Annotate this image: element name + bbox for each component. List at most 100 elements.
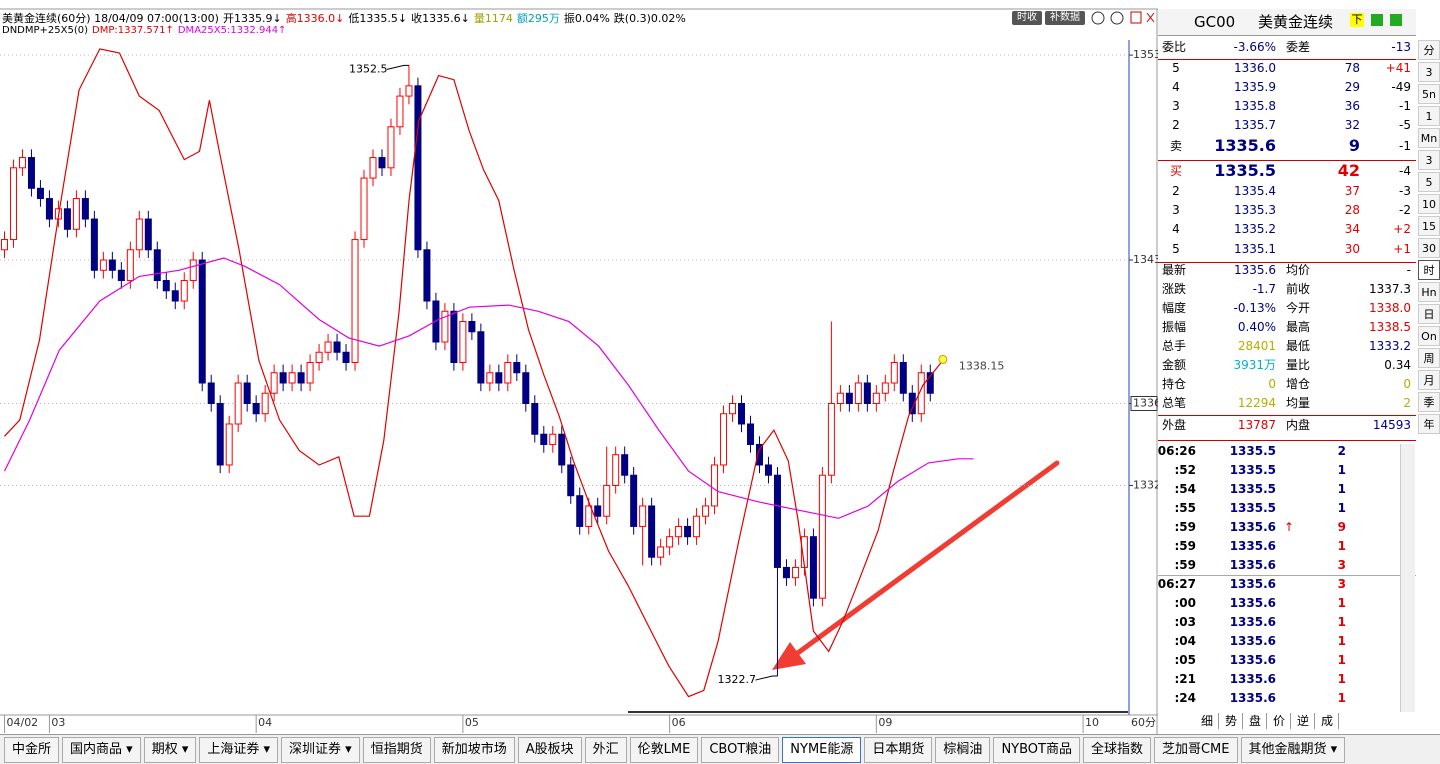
candle-body bbox=[99, 259, 107, 271]
panel-tab[interactable]: 盘 bbox=[1244, 713, 1267, 729]
stat-value: - bbox=[1406, 263, 1411, 277]
market-tab[interactable]: 日本期货 bbox=[864, 736, 933, 763]
candle-body bbox=[486, 372, 494, 384]
header-field: 振0.04% bbox=[563, 12, 610, 25]
market-tab[interactable]: 中金所 bbox=[4, 736, 60, 763]
tick-volume: 1 bbox=[1337, 615, 1346, 629]
candle-body bbox=[612, 454, 620, 486]
period-button[interactable]: 周 bbox=[1418, 348, 1440, 368]
panel-tab[interactable]: 成 bbox=[1316, 713, 1339, 729]
tick-volume: 1 bbox=[1337, 539, 1346, 553]
annotation: 1352.5 bbox=[349, 62, 388, 75]
market-tab[interactable]: 全球指数 bbox=[1082, 736, 1151, 763]
icon[interactable] bbox=[1371, 14, 1383, 26]
period-button[interactable]: 5 bbox=[1418, 172, 1440, 192]
market-tab[interactable]: NYME能源 bbox=[782, 736, 862, 763]
book-volume: 34 bbox=[1344, 222, 1360, 236]
candle-body bbox=[468, 321, 476, 333]
icon[interactable] bbox=[1390, 14, 1402, 26]
candle-body bbox=[279, 372, 287, 384]
period-button[interactable]: On bbox=[1418, 326, 1440, 346]
market-tab[interactable]: 伦敦LME bbox=[629, 736, 699, 763]
period-button[interactable]: 30 bbox=[1418, 238, 1440, 258]
book-change: -2 bbox=[1399, 203, 1411, 217]
tool-button[interactable]: 时收 bbox=[1012, 11, 1042, 25]
market-tab[interactable]: 外汇 bbox=[584, 736, 627, 763]
market-tab[interactable]: A股板块 bbox=[517, 736, 582, 763]
tick-time: :52 bbox=[1174, 463, 1197, 477]
candle-body bbox=[342, 351, 350, 363]
quote-panel: GC00 美黄金连续下委比 -3.66% 委差 -13 5 1336.0 78 +41 4 1335… bbox=[1158, 9, 1416, 734]
period-button[interactable]: Mn bbox=[1418, 128, 1440, 148]
panel-tab[interactable]: 价 bbox=[1268, 713, 1291, 729]
tick-volume: 2 bbox=[1337, 444, 1346, 458]
book-level: 买 bbox=[1169, 164, 1182, 178]
book-change: -4 bbox=[1399, 164, 1411, 178]
candle-body bbox=[540, 433, 548, 445]
separator bbox=[1158, 575, 1416, 576]
period-button[interactable]: 1 bbox=[1418, 106, 1440, 126]
tick-price: 1335.6 bbox=[1229, 653, 1276, 667]
book-price: 1335.9 bbox=[1234, 80, 1276, 94]
market-tab[interactable]: NYBOT商品 bbox=[993, 736, 1080, 763]
stat-value: 1335.6 bbox=[1234, 263, 1276, 277]
tick-time: :00 bbox=[1174, 596, 1197, 610]
candle-body bbox=[441, 310, 449, 343]
tick-time: 06:26 bbox=[1157, 444, 1196, 458]
y-tick-label: 1332 bbox=[1133, 478, 1158, 491]
market-tab[interactable]: 其他金融期货 ▾ bbox=[1240, 736, 1346, 763]
tick-time: :05 bbox=[1174, 653, 1197, 667]
period-button[interactable]: 日 bbox=[1418, 304, 1440, 324]
candle-body bbox=[234, 382, 242, 425]
stat-label: 总笔 bbox=[1162, 396, 1187, 410]
panel-tab[interactable]: 细 bbox=[1196, 713, 1219, 729]
y-tick-label: 1353 bbox=[1133, 48, 1158, 61]
market-tab[interactable]: 棕榈油 bbox=[935, 736, 991, 763]
price-marker bbox=[1130, 395, 1158, 411]
period-button[interactable]: 分 bbox=[1418, 40, 1440, 60]
panel-tab[interactable]: 势 bbox=[1220, 713, 1243, 729]
book-level: 3 bbox=[1172, 99, 1180, 113]
period-button[interactable]: 年 bbox=[1418, 414, 1440, 434]
tick-price: 1335.6 bbox=[1229, 520, 1276, 534]
indicator-name: DNDMP+25X5(0) bbox=[2, 25, 89, 36]
period-button[interactable]: 季 bbox=[1418, 392, 1440, 412]
candle-body bbox=[504, 362, 512, 384]
candle-body bbox=[621, 454, 629, 476]
candle-body bbox=[324, 341, 332, 353]
market-tab[interactable]: 期权 ▾ bbox=[143, 736, 197, 763]
market-tab[interactable]: 恒指期货 bbox=[362, 736, 431, 763]
book-change: -5 bbox=[1399, 118, 1411, 132]
stat-label: 外盘 bbox=[1162, 418, 1187, 432]
market-tab[interactable]: 上海证券 ▾ bbox=[199, 736, 279, 763]
candle-body bbox=[872, 392, 880, 404]
period-button[interactable]: 3 bbox=[1418, 150, 1440, 170]
panel-tab[interactable]: 逆 bbox=[1292, 713, 1315, 729]
tool-button[interactable]: 补数据 bbox=[1045, 11, 1085, 25]
book-volume: 78 bbox=[1344, 61, 1360, 75]
book-price: 1335.3 bbox=[1234, 203, 1276, 217]
candle-body bbox=[836, 392, 844, 404]
candle-body bbox=[405, 85, 413, 97]
period-button[interactable]: 时 bbox=[1418, 260, 1440, 280]
period-button[interactable]: 10 bbox=[1418, 194, 1440, 214]
candle-body bbox=[90, 218, 98, 271]
period-button[interactable]: Hn bbox=[1418, 282, 1440, 302]
market-tab[interactable]: CBOT粮油 bbox=[701, 736, 780, 763]
tick-price: 1335.5 bbox=[1229, 463, 1276, 477]
market-tab[interactable]: 国内商品 ▾ bbox=[62, 736, 141, 763]
candle-body bbox=[531, 402, 539, 435]
market-tab[interactable]: 新加坡市场 bbox=[433, 736, 515, 763]
candle-body bbox=[908, 392, 916, 415]
stat-value: 0 bbox=[1268, 377, 1276, 391]
market-tab[interactable]: 深圳证券 ▾ bbox=[281, 736, 360, 763]
period-button[interactable]: 月 bbox=[1418, 370, 1440, 390]
annotation: 1338.15 bbox=[959, 359, 1005, 372]
period-button[interactable]: 15 bbox=[1418, 216, 1440, 236]
period-button[interactable]: 3 bbox=[1418, 62, 1440, 82]
pointer-arrow bbox=[772, 460, 1060, 670]
period-button[interactable]: 5n bbox=[1418, 84, 1440, 104]
candle-body bbox=[162, 280, 170, 292]
market-tab[interactable]: 芝加哥CME bbox=[1153, 736, 1238, 763]
